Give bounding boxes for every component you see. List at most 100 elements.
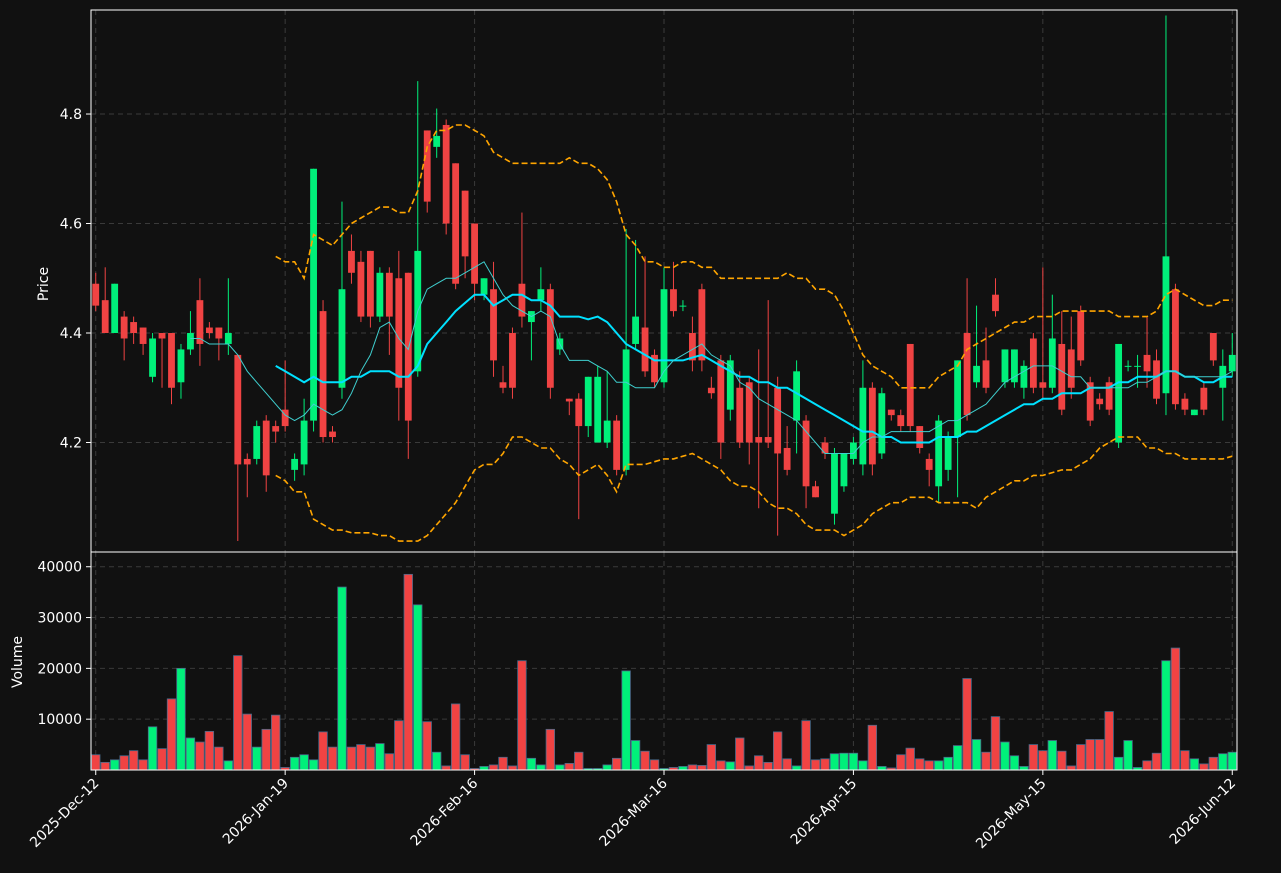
indicator-line xyxy=(275,293,1233,444)
volume-bar xyxy=(630,740,641,771)
volume-bar xyxy=(1180,750,1190,771)
candle-body xyxy=(850,442,857,459)
volume-bar xyxy=(820,758,830,771)
candle-body xyxy=(1124,365,1132,367)
volume-bar xyxy=(1047,740,1057,771)
volume-bar xyxy=(1076,744,1086,771)
candle-body xyxy=(916,426,924,448)
candle-body xyxy=(272,426,280,432)
candle-body xyxy=(1172,289,1179,405)
candle-body xyxy=(423,130,431,202)
volume-bar xyxy=(839,752,849,771)
volume-bar xyxy=(877,766,887,771)
candle-body xyxy=(764,437,772,443)
volume-bar xyxy=(933,760,944,771)
candle-body xyxy=(101,300,109,334)
candle-body xyxy=(187,333,194,350)
candle-body xyxy=(717,360,725,443)
candle-body xyxy=(1181,398,1189,410)
candle-body xyxy=(300,420,308,465)
candle-body xyxy=(319,311,327,438)
candle-body xyxy=(366,250,374,317)
candle-body xyxy=(679,305,687,307)
volume-bar xyxy=(915,758,925,771)
volume-bar xyxy=(1028,744,1039,771)
candle-body xyxy=(1077,311,1085,361)
candle-body xyxy=(887,409,895,416)
y-tick-label: 4.6 xyxy=(60,217,82,233)
candle-body xyxy=(537,289,545,301)
candle-body xyxy=(584,376,592,427)
candle-body xyxy=(111,283,119,334)
candle-body xyxy=(575,398,583,427)
candle-body xyxy=(1067,349,1075,388)
volume-bar xyxy=(252,746,262,771)
volume-bar xyxy=(621,670,631,771)
candle-body xyxy=(594,376,602,443)
volume-bar xyxy=(289,756,300,771)
volume-bar xyxy=(1170,647,1181,771)
candle-body xyxy=(812,486,819,498)
volume-bar xyxy=(1227,751,1237,771)
volume-bar xyxy=(100,761,110,771)
volume-bar xyxy=(990,716,1001,771)
candle-body xyxy=(831,453,838,514)
candle-body xyxy=(660,289,668,383)
candle-body xyxy=(1039,382,1047,388)
volume-bar xyxy=(706,744,717,771)
candle-body xyxy=(603,420,611,443)
y-tick-label: 4.8 xyxy=(60,107,82,123)
volume-bar xyxy=(545,728,556,771)
candle-body xyxy=(925,458,933,470)
candle-body xyxy=(130,322,138,334)
candle-body xyxy=(518,283,526,317)
candle-body xyxy=(253,426,261,459)
volume-bar xyxy=(602,764,612,771)
volume-bar xyxy=(1085,739,1095,771)
volume-bar xyxy=(308,759,319,771)
volume-bar xyxy=(242,713,252,771)
volume-bar xyxy=(394,720,404,771)
volume-bar xyxy=(271,714,281,771)
candle-body xyxy=(471,223,478,284)
volume-bar xyxy=(1009,755,1020,771)
volume-bar xyxy=(1218,753,1228,771)
candle-body xyxy=(433,135,441,147)
volume-bar xyxy=(1151,752,1162,771)
candle-body xyxy=(310,168,317,421)
candle-body xyxy=(281,409,289,427)
volume-bar xyxy=(166,698,177,771)
volume-bar xyxy=(233,655,243,771)
volume-bar xyxy=(1142,760,1152,771)
volume-bar xyxy=(488,764,499,771)
candle-body xyxy=(651,354,658,383)
volume-bar xyxy=(848,752,859,771)
candle-body xyxy=(745,382,753,443)
volume-bar xyxy=(981,751,991,771)
candle-body xyxy=(480,278,488,295)
candle-body xyxy=(698,289,706,361)
candle-body xyxy=(1029,338,1037,388)
volume-bar xyxy=(356,744,366,771)
volume-bar xyxy=(1095,739,1105,771)
volume-bar xyxy=(195,741,205,771)
candle-body xyxy=(689,333,696,361)
volume-bar xyxy=(479,766,489,771)
volume-bar xyxy=(460,754,470,771)
volume-bar xyxy=(867,724,878,771)
candle-body xyxy=(954,360,962,438)
volume-bar xyxy=(574,751,584,771)
y-tick-label: 4.2 xyxy=(60,436,82,452)
candle-body xyxy=(1228,354,1236,372)
volume-bar xyxy=(327,746,338,771)
candle-body xyxy=(442,124,450,224)
volume-bar xyxy=(138,759,148,771)
candle-body xyxy=(1134,365,1141,367)
volume-bar xyxy=(507,765,518,771)
volume-bar xyxy=(952,745,963,771)
volume-bar xyxy=(1113,756,1124,771)
candle-body xyxy=(774,387,782,454)
volume-bar xyxy=(119,755,129,771)
candle-body xyxy=(793,371,801,421)
